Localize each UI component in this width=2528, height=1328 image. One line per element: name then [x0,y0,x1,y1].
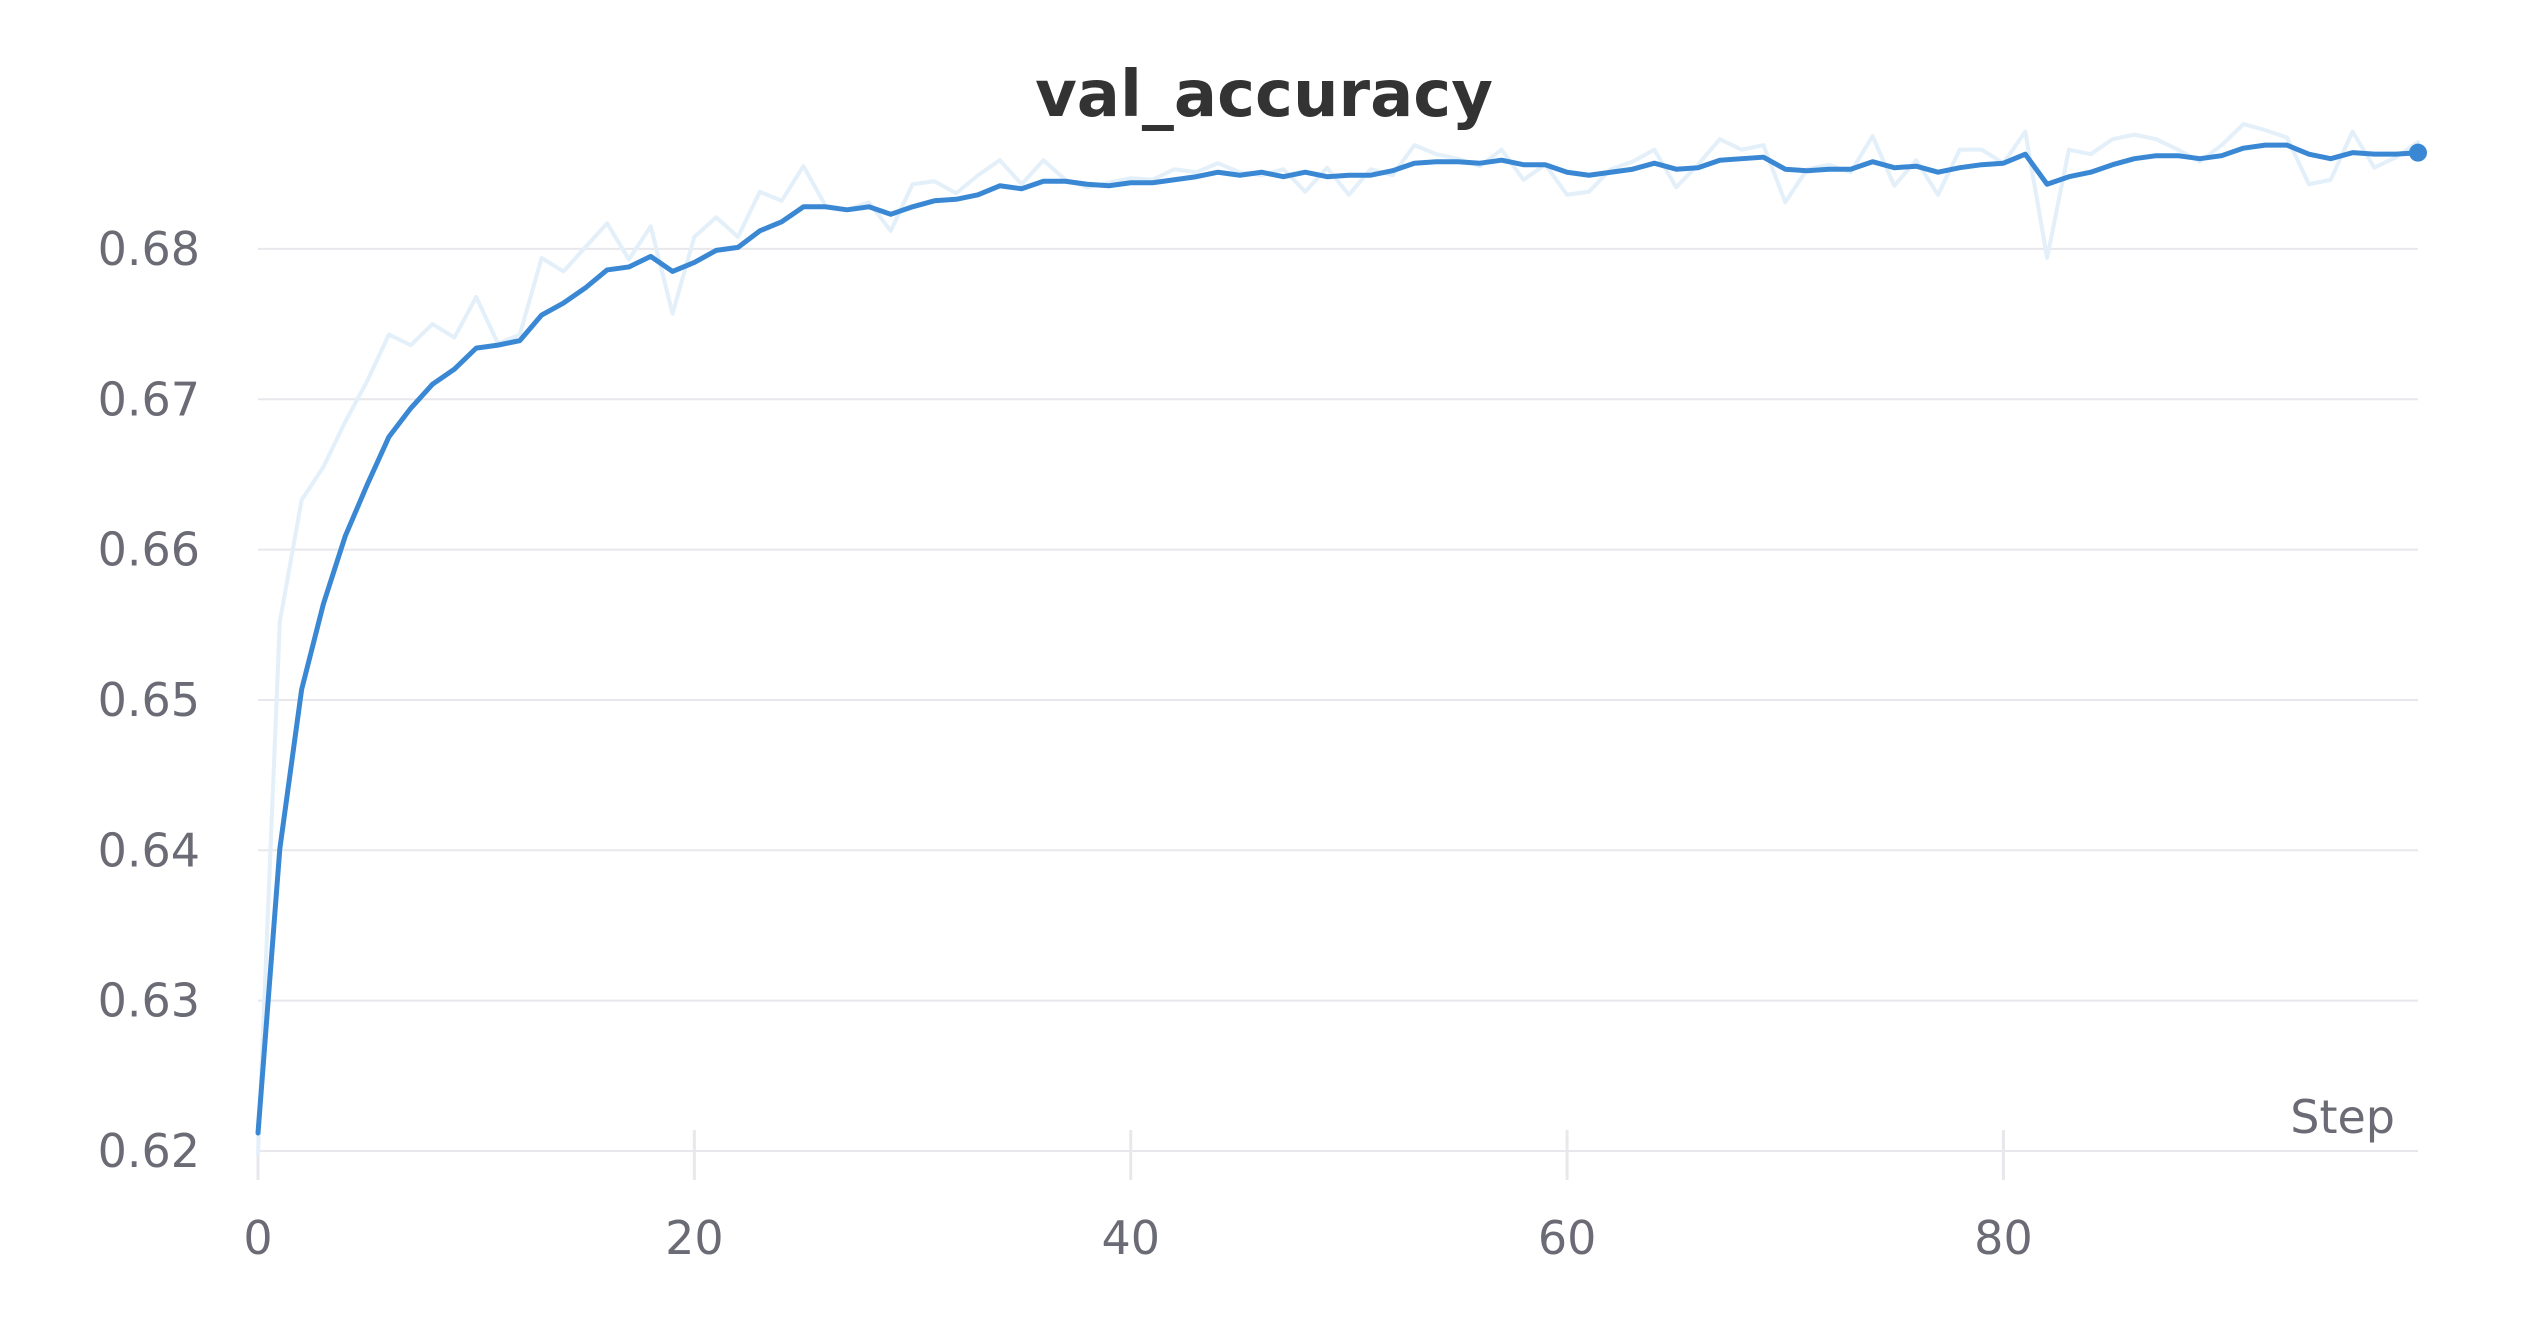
y-axis-tick-labels: 0.62 0.63 0.64 0.65 0.66 0.67 0.68 [98,222,200,1178]
x-axis-label: Step [2290,1090,2395,1144]
y-tick-label: 0.62 [98,1124,200,1178]
x-tick-label: 40 [1101,1211,1160,1265]
y-tick-label: 0.68 [98,222,200,276]
y-tick-label: 0.67 [98,372,200,426]
x-tick-label: 0 [243,1211,272,1265]
x-axis-ticks [256,1130,2005,1180]
grid-lines [258,247,2418,1152]
series-points [2409,143,2427,162]
smoothed-series-line [255,142,2421,1136]
x-tick-label: 80 [1974,1211,2033,1265]
x-tick-label: 60 [1538,1211,1597,1265]
x-axis-tick-labels: 0 20 40 60 80 [243,1211,2032,1265]
chart-title: val_accuracy [1035,58,1493,132]
series-lines [255,122,2421,1157]
x-tick-label: 20 [665,1211,724,1265]
raw-series-line [256,122,2420,1157]
last-point-marker [2409,143,2427,162]
y-tick-label: 0.64 [98,823,200,877]
y-tick-label: 0.63 [98,974,200,1028]
y-tick-label: 0.65 [98,673,200,727]
y-tick-label: 0.66 [98,523,200,577]
